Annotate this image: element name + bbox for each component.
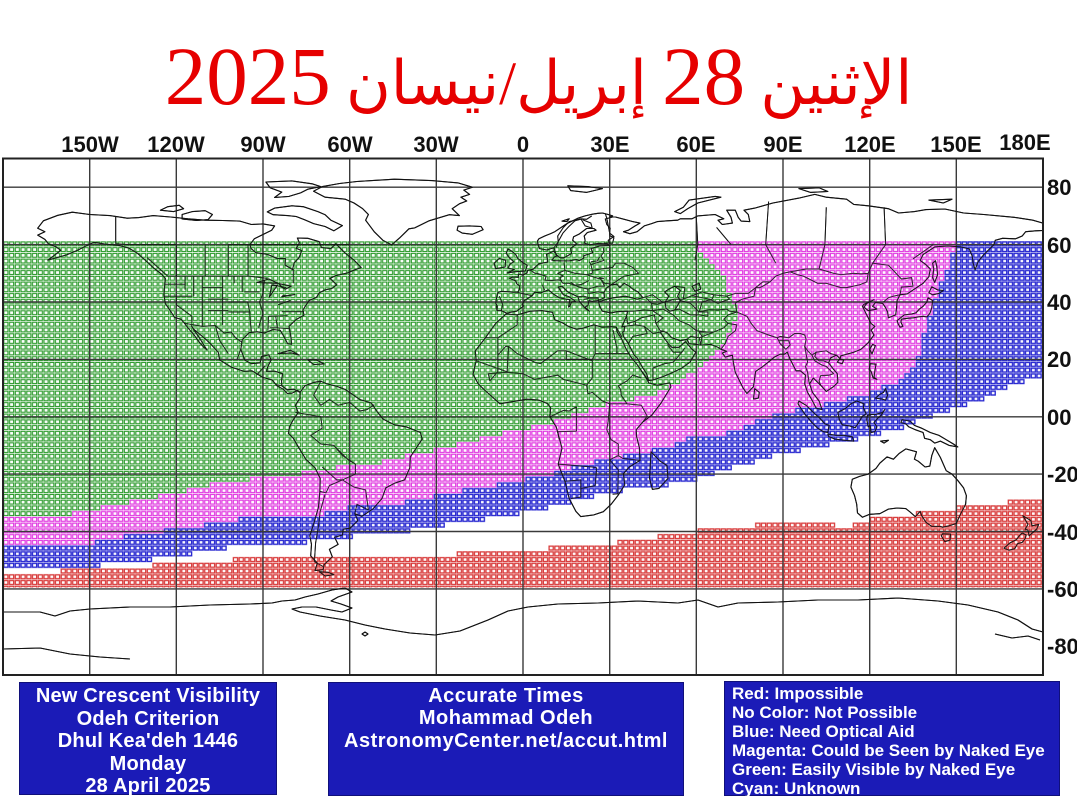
- svg-text:20: 20: [1047, 347, 1071, 372]
- svg-text:00: 00: [1047, 405, 1071, 430]
- svg-text:150W: 150W: [61, 132, 119, 157]
- svg-text:60: 60: [1047, 233, 1071, 258]
- svg-text:-60: -60: [1047, 577, 1077, 602]
- svg-text:150E: 150E: [930, 132, 981, 157]
- svg-text:0: 0: [517, 132, 529, 157]
- svg-text:90E: 90E: [763, 132, 802, 157]
- svg-text:180E: 180E: [999, 130, 1050, 155]
- svg-text:-40: -40: [1047, 520, 1077, 545]
- svg-text:60W: 60W: [327, 132, 372, 157]
- svg-text:80: 80: [1047, 175, 1071, 200]
- svg-text:90W: 90W: [240, 132, 285, 157]
- svg-text:-80: -80: [1047, 634, 1077, 659]
- svg-text:120E: 120E: [844, 132, 895, 157]
- svg-text:-20: -20: [1047, 462, 1077, 487]
- svg-text:30W: 30W: [413, 132, 458, 157]
- svg-text:40: 40: [1047, 290, 1071, 315]
- svg-text:30E: 30E: [590, 132, 629, 157]
- svg-text:60E: 60E: [676, 132, 715, 157]
- svg-text:120W: 120W: [147, 132, 205, 157]
